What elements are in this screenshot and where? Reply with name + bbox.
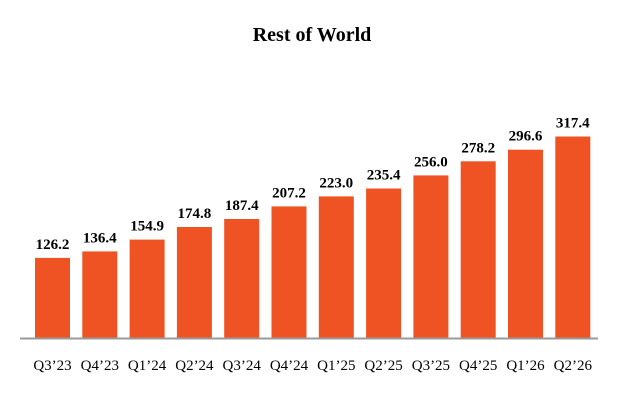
data-label-5: 207.2: [272, 185, 306, 201]
bar-1: [82, 251, 118, 338]
x-tick-label-3: Q2’24: [175, 358, 214, 374]
bar-10: [508, 149, 543, 338]
bar-5: [271, 206, 307, 338]
x-tick-label-6: Q1’25: [317, 358, 355, 374]
data-label-11: 317.4: [556, 116, 590, 132]
data-label-3: 174.8: [178, 206, 212, 222]
bar-6: [318, 196, 354, 338]
bar-4: [224, 219, 260, 338]
x-tick-label-8: Q3’25: [412, 358, 450, 374]
data-label-1: 136.4: [83, 230, 117, 246]
x-tick-label-11: Q2’26: [554, 358, 593, 374]
bars-group: 126.2 136.4 154.9 174.8 187.4 207.2 223.0 235.4…: [35, 116, 591, 338]
x-tick-label-4: Q3’24: [223, 358, 262, 374]
data-label-8: 256.0: [414, 154, 448, 170]
x-tick-labels: Q3’23 Q4’23 Q1’24 Q2’24 Q3’24 Q4’24 Q1’25 Q2’25…: [33, 358, 592, 374]
x-tick-label-9: Q4’25: [459, 358, 497, 374]
data-label-0: 126.2: [36, 237, 70, 253]
bar-3: [176, 227, 212, 338]
data-label-4: 187.4: [225, 198, 259, 214]
bar-11: [555, 136, 591, 338]
data-label-10: 296.6: [509, 129, 543, 145]
data-label-9: 278.2: [461, 140, 495, 156]
data-label-2: 154.9: [130, 219, 164, 235]
chart-title: Rest of World: [252, 24, 372, 46]
x-tick-label-1: Q4’23: [81, 358, 119, 374]
bar-0: [35, 257, 70, 338]
data-label-6: 223.0: [319, 175, 353, 191]
x-tick-label-2: Q1’24: [128, 358, 167, 374]
bar-7: [366, 188, 402, 338]
bar-9: [460, 161, 496, 338]
data-label-7: 235.4: [367, 168, 401, 184]
bar-2: [129, 239, 165, 338]
bar-8: [413, 175, 449, 338]
x-tick-label-7: Q2’25: [364, 358, 402, 374]
x-tick-label-5: Q4’24: [270, 358, 309, 374]
x-tick-label-10: Q1’26: [506, 358, 545, 374]
x-tick-label-0: Q3’23: [33, 358, 71, 374]
